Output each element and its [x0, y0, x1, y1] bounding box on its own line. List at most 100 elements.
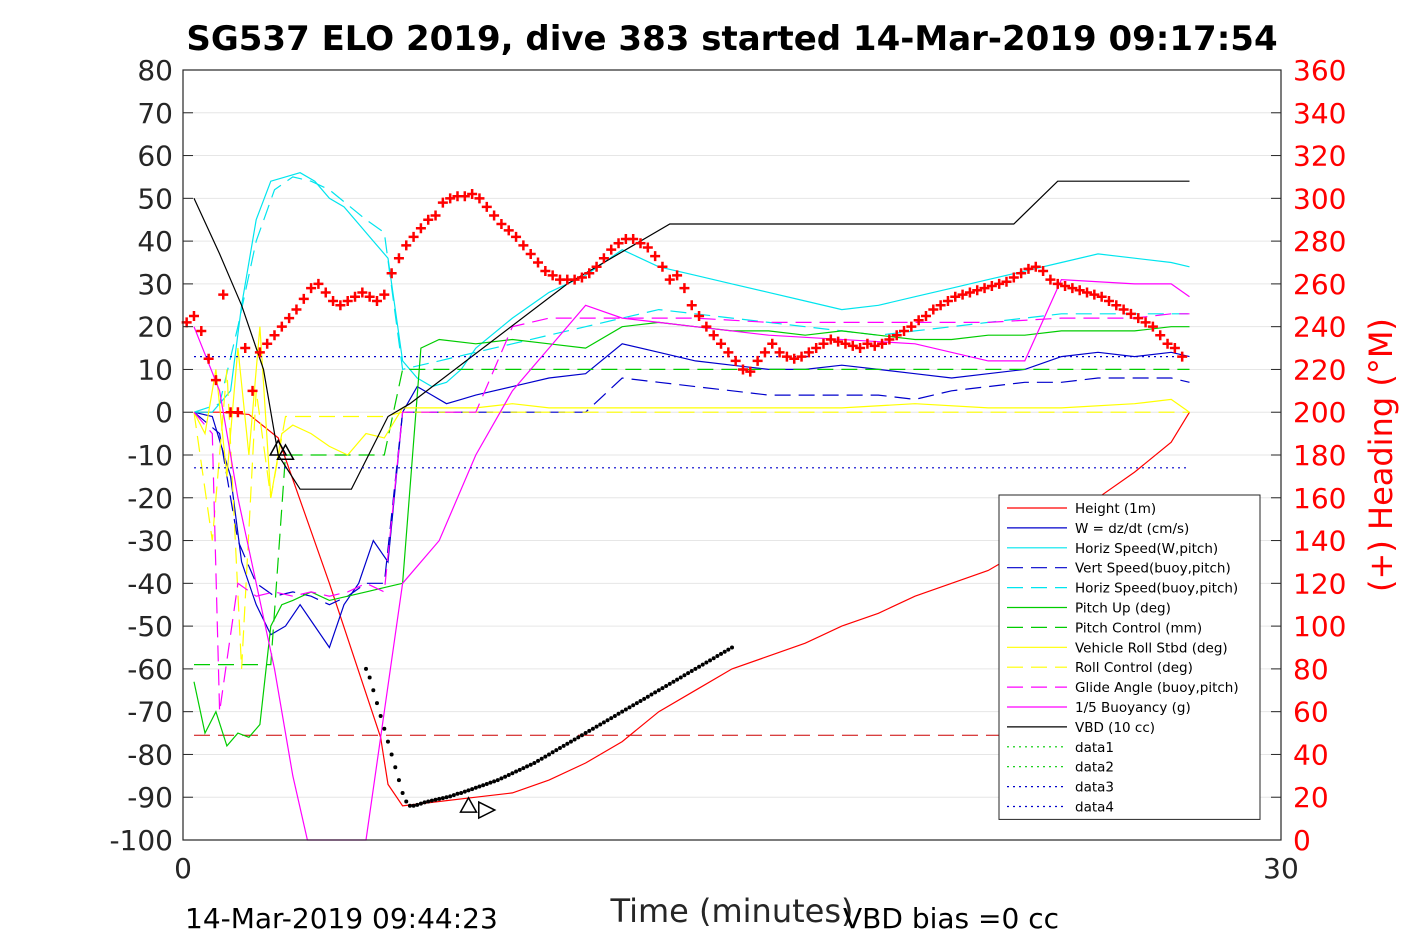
- heading-point: [972, 285, 983, 296]
- depth-dot: [466, 788, 471, 793]
- series-line-3: [193, 377, 1190, 606]
- heading-point: [928, 304, 939, 315]
- heading-point: [306, 283, 317, 294]
- legend-box: [998, 494, 1261, 820]
- heading-point: [613, 238, 624, 249]
- heading-point: [1023, 263, 1034, 274]
- left-tick-label: 0: [155, 396, 173, 429]
- depth-dot: [550, 750, 555, 755]
- depth-dot: [539, 756, 544, 761]
- heading-point: [737, 364, 748, 375]
- heading-point: [913, 315, 924, 326]
- heading-point: [284, 313, 295, 324]
- heading-point: [584, 268, 595, 279]
- depth-dot: [506, 772, 511, 777]
- left-tick-label: 40: [137, 225, 173, 258]
- depth-dot: [543, 754, 548, 759]
- heading-point: [708, 330, 719, 341]
- depth-dot: [418, 801, 423, 806]
- series-line-10: [193, 278, 1190, 841]
- heading-point: [291, 304, 302, 315]
- depth-dot: [444, 795, 449, 800]
- right-tick-label: 300: [1293, 182, 1346, 215]
- depth-dot: [664, 684, 669, 688]
- left-tick-label: 70: [137, 97, 173, 130]
- heading-point: [511, 231, 522, 242]
- heading-point: [686, 300, 697, 311]
- depth-dot: [653, 690, 658, 695]
- legend-entry: VBD (10 cc): [1075, 720, 1155, 736]
- heading-point: [1089, 289, 1100, 300]
- right-tick-label: 20: [1293, 781, 1329, 814]
- heading-point: [811, 343, 822, 354]
- legend-entry: Glide Angle (buoy,pitch): [1075, 680, 1239, 696]
- heading-point: [723, 347, 734, 358]
- heading-point: [518, 240, 529, 251]
- heading-point: [540, 266, 551, 277]
- heading-point: [210, 375, 221, 386]
- depth-dot: [514, 769, 519, 774]
- depth-dot: [525, 764, 530, 769]
- series-line-8: [193, 369, 1190, 669]
- heading-point: [328, 296, 339, 306]
- heading-point: [393, 253, 404, 264]
- heading-point: [1169, 343, 1180, 354]
- heading-point: [1001, 276, 1012, 287]
- left-tick-label: -80: [127, 738, 173, 771]
- depth-dot: [462, 789, 467, 794]
- left-tick-label: 80: [137, 54, 173, 87]
- left-tick-label: -60: [127, 653, 173, 686]
- heading-point: [979, 283, 990, 294]
- y-axis-right-label: (+) Heading (°M): [1362, 318, 1400, 592]
- right-tick-label: 220: [1293, 353, 1346, 386]
- heading-point: [994, 278, 1005, 289]
- heading-point: [855, 343, 866, 354]
- series-line-1: [193, 343, 1190, 649]
- heading-point: [847, 340, 858, 351]
- depth-dot: [565, 741, 570, 746]
- depth-dot: [499, 776, 504, 781]
- depth-dot: [693, 666, 698, 671]
- depth-dot: [594, 724, 599, 729]
- depth-dot: [722, 649, 727, 654]
- left-tick-label: -20: [127, 482, 173, 515]
- heading-point: [320, 287, 331, 298]
- right-tick-label: 280: [1293, 225, 1346, 258]
- depth-dot: [404, 799, 409, 804]
- depth-dot: [671, 679, 676, 684]
- depth-dot: [433, 797, 438, 802]
- heading-point: [657, 261, 668, 272]
- right-tick-label: 140: [1293, 525, 1346, 558]
- depth-dot: [642, 696, 647, 701]
- footer-timestamp: 14-Mar-2019 09:44:23: [185, 902, 498, 935]
- heading-point: [298, 293, 309, 304]
- heading-point: [401, 240, 412, 251]
- depth-dot: [455, 791, 460, 796]
- right-tick-label: 0: [1293, 824, 1311, 857]
- heading-point: [1096, 291, 1107, 302]
- depth-dot: [623, 707, 628, 712]
- right-axis: 3603403203002802602402202001801601401201…: [1271, 54, 1346, 857]
- heading-point: [635, 238, 646, 249]
- heading-point: [474, 193, 485, 204]
- legend: Height (1m) W = dz/dt (cm/s) Horiz Speed(W…: [998, 494, 1261, 820]
- right-tick-label: 240: [1293, 311, 1346, 344]
- chart-title: SG537 ELO 2019, dive 383 started 14-Mar-…: [186, 19, 1277, 59]
- heading-point: [467, 189, 478, 200]
- depth-dot: [411, 803, 416, 808]
- heading-point: [730, 355, 741, 366]
- depth-dot: [470, 787, 475, 792]
- depth-dot: [704, 660, 709, 665]
- left-tick-label: 10: [137, 353, 173, 386]
- heading-point: [752, 355, 763, 366]
- heading-point: [1103, 296, 1114, 306]
- legend-entry: data4: [1075, 800, 1114, 816]
- heading-point: [862, 338, 873, 349]
- series-line-7: [193, 326, 1190, 498]
- depth-dot: [645, 694, 650, 699]
- heading-point: [803, 347, 814, 358]
- left-tick-label: 30: [137, 268, 173, 301]
- depth-dot: [492, 779, 497, 784]
- heading-point: [869, 340, 880, 351]
- depth-dot: [620, 709, 625, 714]
